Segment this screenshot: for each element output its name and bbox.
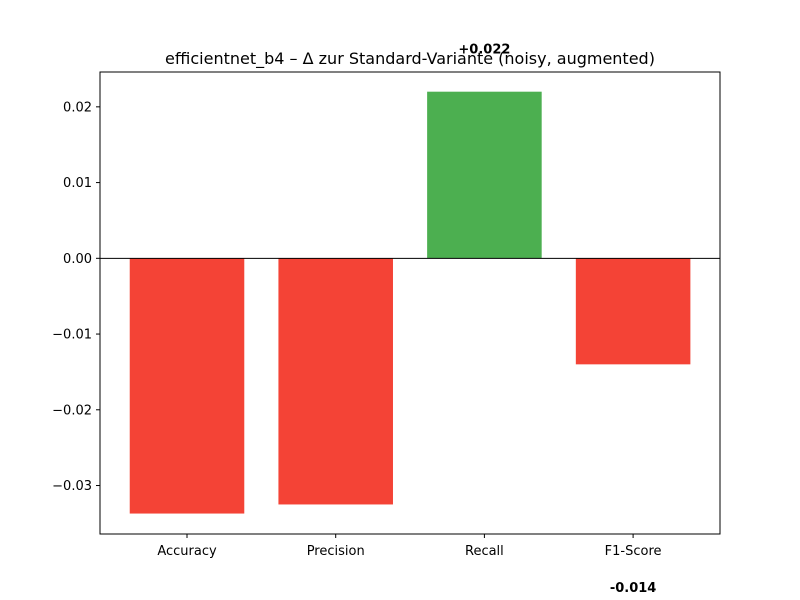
x-tick-label: F1-Score xyxy=(605,544,662,559)
bar-accuracy xyxy=(129,258,245,514)
bars-layer xyxy=(129,91,691,514)
y-tick-label: 0.00 xyxy=(63,252,92,267)
y-tick-label: 0.01 xyxy=(63,176,92,191)
bar-precision xyxy=(278,258,393,505)
bar-f1-score xyxy=(575,258,691,365)
plot-frame xyxy=(99,71,721,535)
y-tick-label: 0.02 xyxy=(63,100,92,115)
value-label: -0.014 xyxy=(610,581,657,596)
chart-title: efficientnet_b4 – Δ zur Standard-Variant… xyxy=(165,49,655,69)
y-tick-label: −0.02 xyxy=(52,403,92,418)
y-axis: 0.02 0.01 0.00 −0.01 −0.02 −0.03 xyxy=(52,100,100,494)
y-tick-label: −0.01 xyxy=(52,328,92,343)
value-label: +0.022 xyxy=(458,43,510,58)
x-tick-label: Precision xyxy=(307,544,365,559)
value-labels: +0.022 -0.014 xyxy=(458,43,656,596)
x-tick-label: Accuracy xyxy=(157,544,217,559)
x-tick-label: Recall xyxy=(465,544,504,559)
x-axis: Accuracy Precision Recall F1-Score xyxy=(157,534,662,559)
bar-recall xyxy=(427,91,542,259)
y-tick-label: −0.03 xyxy=(52,479,92,494)
